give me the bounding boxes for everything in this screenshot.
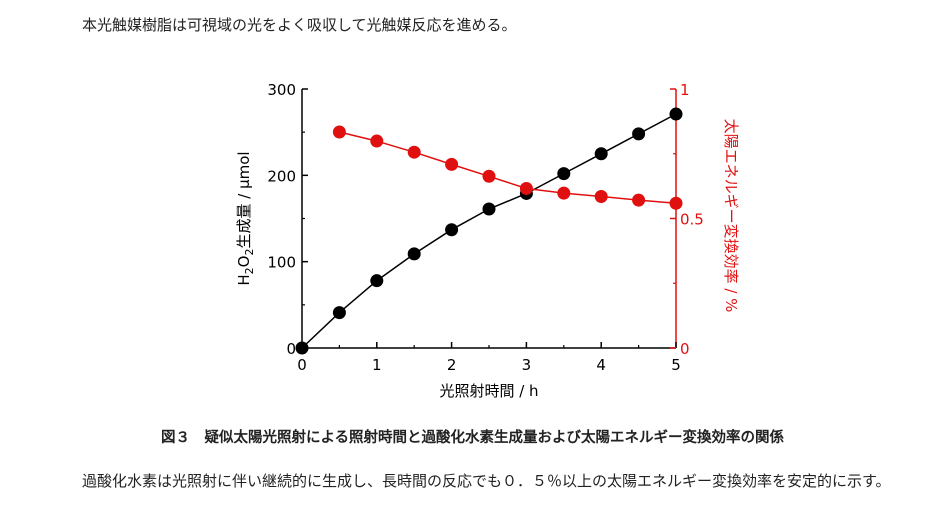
x-tick-label: 0 (297, 356, 307, 374)
y-right-tick-label: 0.5 (680, 211, 704, 229)
data-point-series-1 (594, 147, 608, 161)
y-right-tick-label: 1 (680, 81, 690, 99)
data-point-series-1 (557, 167, 571, 181)
data-point-series-2 (445, 157, 459, 171)
data-point-series-2 (669, 196, 683, 210)
data-point-series-2 (594, 189, 608, 203)
x-tick-label: 3 (522, 356, 532, 374)
data-point-series-2 (482, 169, 496, 183)
series-line-2 (339, 131, 677, 204)
y-left-tick-label: 0 (286, 340, 296, 358)
series-line-1 (301, 113, 677, 349)
y-left-tick-label: 100 (267, 254, 296, 272)
figure-caption: 図３ 疑似太陽光照射による照射時間と過酸化水素生成量および太陽エネルギー変換効率… (160, 430, 785, 446)
y-left-tick-label: 200 (267, 167, 296, 185)
data-point-series-1 (407, 247, 421, 261)
data-point-series-1 (332, 306, 346, 320)
intro-paragraph: 本光触媒樹脂は可視域の光をよく吸収して光触媒反応を進める。 (82, 16, 517, 34)
y-left-axis-label: H2O2生成量 / μmol (235, 151, 256, 285)
data-point-series-1 (370, 274, 384, 288)
data-point-series-2 (632, 193, 646, 207)
data-point-series-2 (370, 134, 384, 148)
data-point-series-2 (519, 181, 533, 195)
x-tick-label: 2 (447, 356, 457, 374)
x-tick-label: 4 (596, 356, 606, 374)
x-tick-label: 5 (671, 356, 681, 374)
data-point-series-2 (407, 145, 421, 159)
x-tick-label: 1 (372, 356, 382, 374)
data-point-series-1 (295, 341, 309, 355)
data-point-series-1 (445, 223, 459, 237)
data-point-series-2 (332, 125, 346, 139)
x-axis-label: 光照射時間 / h (439, 382, 538, 400)
y-left-tick-label: 300 (267, 81, 296, 99)
y-right-axis-label: 太陽エネルギー変換効率 / % (722, 119, 740, 313)
body-paragraph: 過酸化水素は光照射に伴い継続的に生成し、長時間の反応でも０．５％以上の太陽エネル… (82, 472, 891, 490)
y-right-tick-label: 0 (680, 340, 690, 358)
data-point-series-1 (669, 107, 683, 121)
data-point-series-1 (482, 202, 496, 216)
data-point-series-1 (632, 127, 646, 141)
data-point-series-2 (557, 186, 571, 200)
